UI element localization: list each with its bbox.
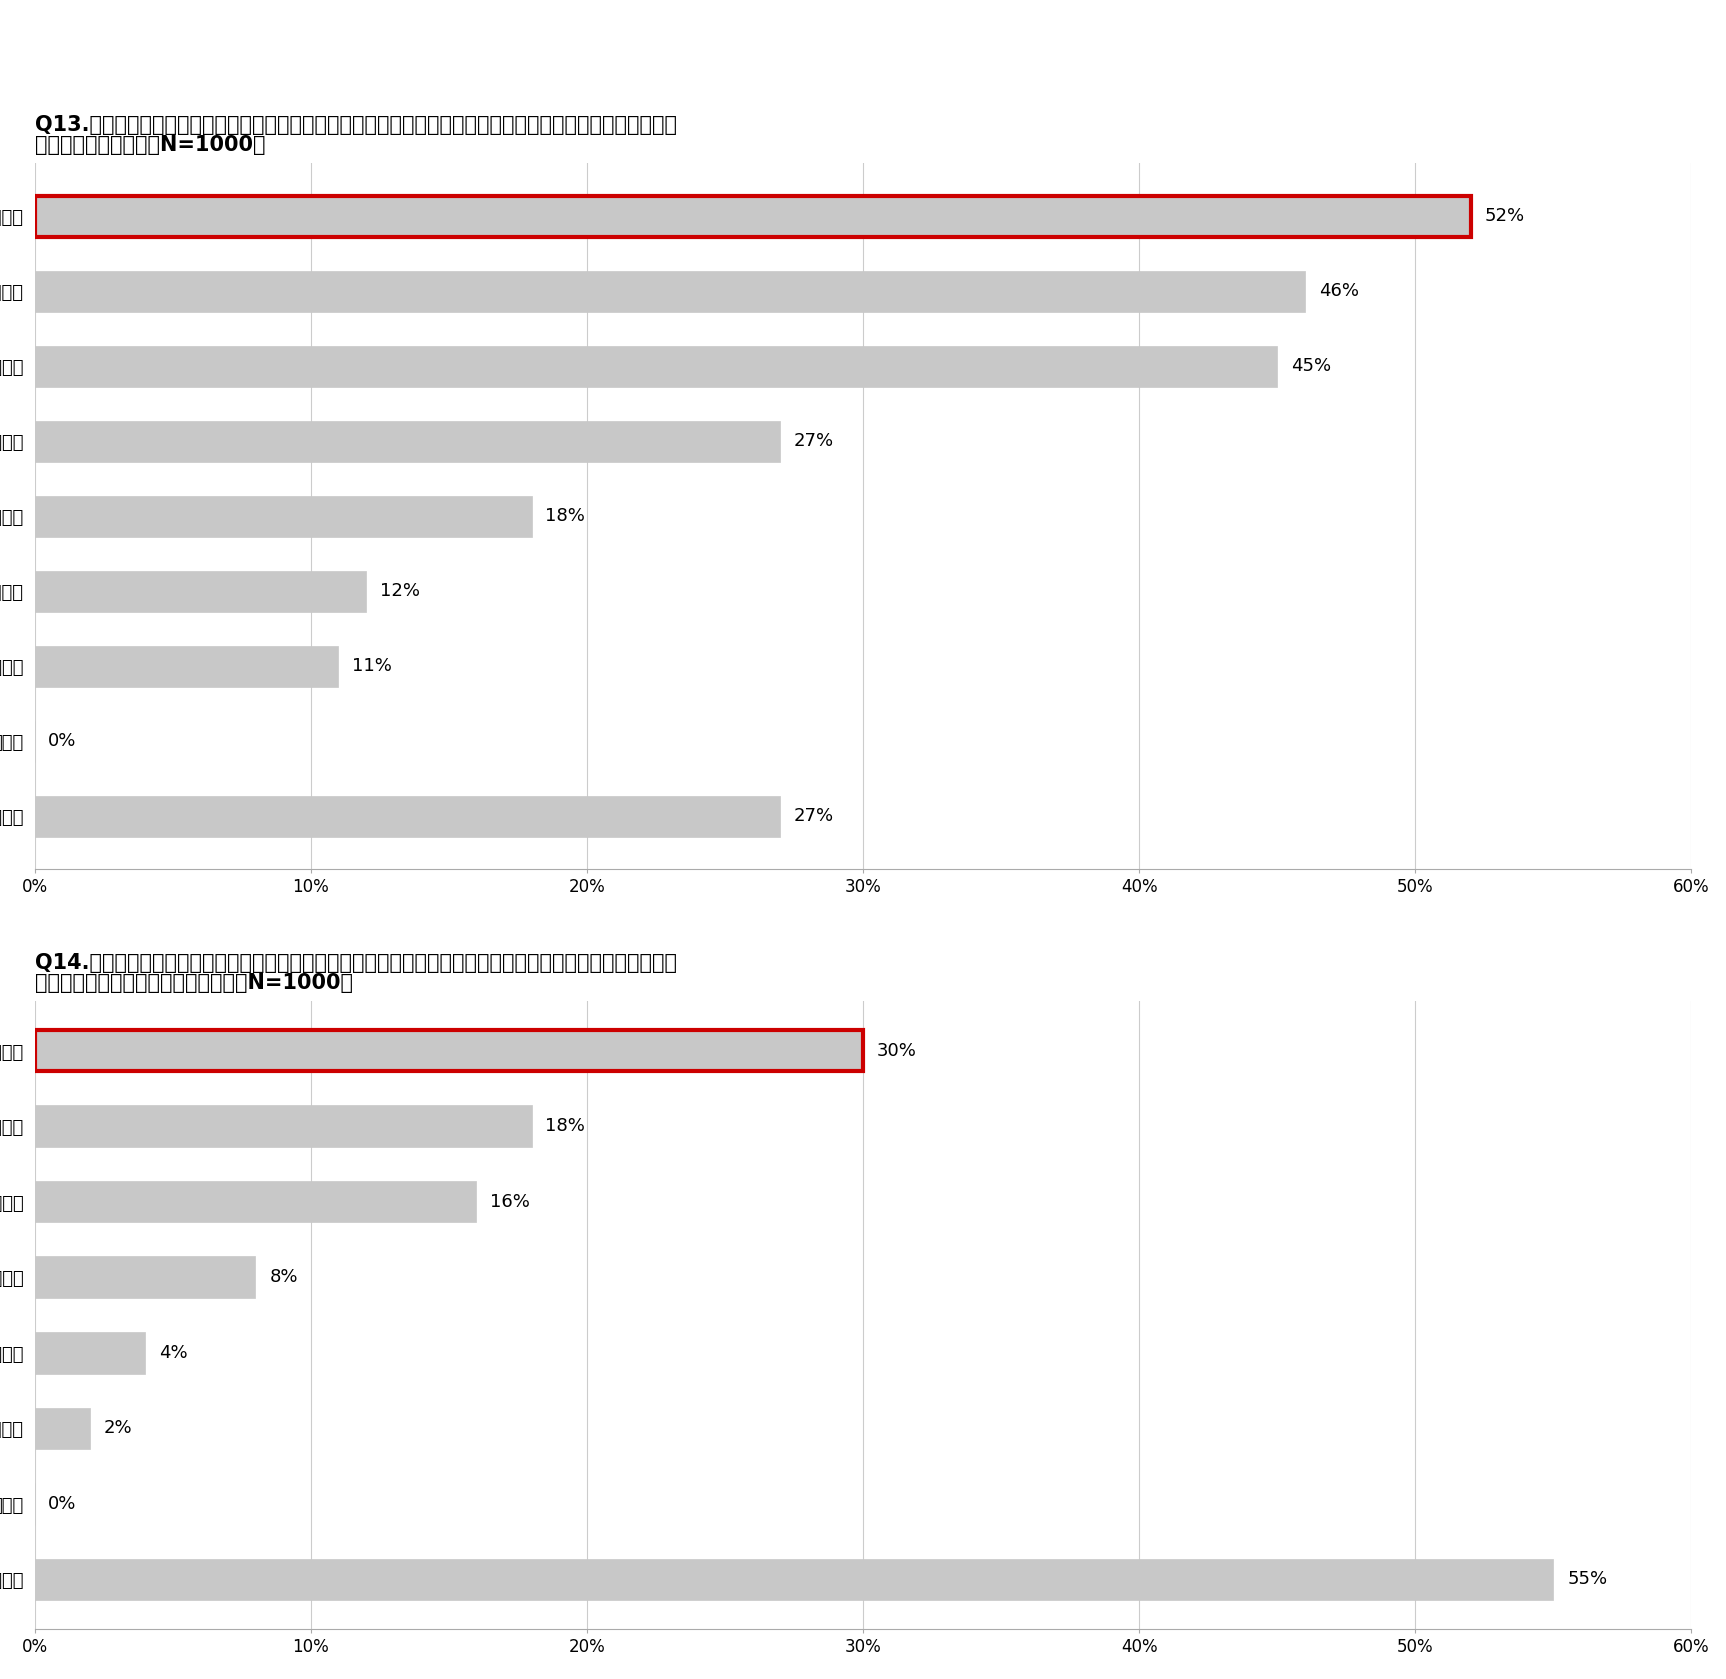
- Bar: [35, 346, 1277, 386]
- Bar: [35, 796, 780, 838]
- Text: 45%: 45%: [1291, 358, 1331, 376]
- Text: 8%: 8%: [269, 1268, 299, 1286]
- Text: 4%: 4%: [159, 1343, 188, 1362]
- Text: 18%: 18%: [545, 507, 585, 526]
- Bar: [35, 571, 366, 613]
- Text: 0%: 0%: [48, 732, 76, 751]
- Text: 30%: 30%: [877, 1041, 917, 1059]
- Bar: [35, 1256, 255, 1298]
- Bar: [35, 270, 1305, 312]
- Text: を全て選んでください。（複数回答、N=1000）: を全て選んでください。（複数回答、N=1000）: [35, 972, 352, 992]
- Bar: [35, 421, 780, 462]
- Text: Q13.あなたは、食事の準備を時短できる食材やサービスを利用していますか。あてはまるものを全て選んでく: Q13.あなたは、食事の準備を時短できる食材やサービスを利用していますか。あては…: [35, 114, 677, 134]
- Text: Q14.あなたは、家事の負担軽減を目的に、家電製品や家事代行サービスを利用していますか。あてはまるもの: Q14.あなたは、家事の負担軽減を目的に、家電製品や家事代行サービスを利用してい…: [35, 952, 677, 972]
- Text: ださい。（複数回答、N=1000）: ださい。（複数回答、N=1000）: [35, 134, 266, 154]
- Bar: [35, 1407, 90, 1449]
- Bar: [35, 646, 338, 687]
- Text: 18%: 18%: [545, 1117, 585, 1135]
- Bar: [35, 195, 1471, 237]
- Bar: [35, 1331, 145, 1373]
- Text: 2%: 2%: [104, 1419, 133, 1437]
- Text: 11%: 11%: [352, 658, 392, 675]
- Text: 27%: 27%: [794, 808, 834, 826]
- Text: 12%: 12%: [380, 583, 419, 601]
- Bar: [35, 1180, 476, 1222]
- Text: 16%: 16%: [490, 1192, 530, 1211]
- Bar: [35, 1558, 1553, 1600]
- Text: 27%: 27%: [794, 432, 834, 450]
- Text: 0%: 0%: [48, 1494, 76, 1513]
- Text: 55%: 55%: [1567, 1570, 1607, 1588]
- Bar: [35, 495, 532, 537]
- Text: 52%: 52%: [1484, 207, 1524, 225]
- Bar: [35, 1105, 532, 1147]
- Text: 46%: 46%: [1319, 282, 1358, 301]
- Bar: [35, 1029, 863, 1071]
